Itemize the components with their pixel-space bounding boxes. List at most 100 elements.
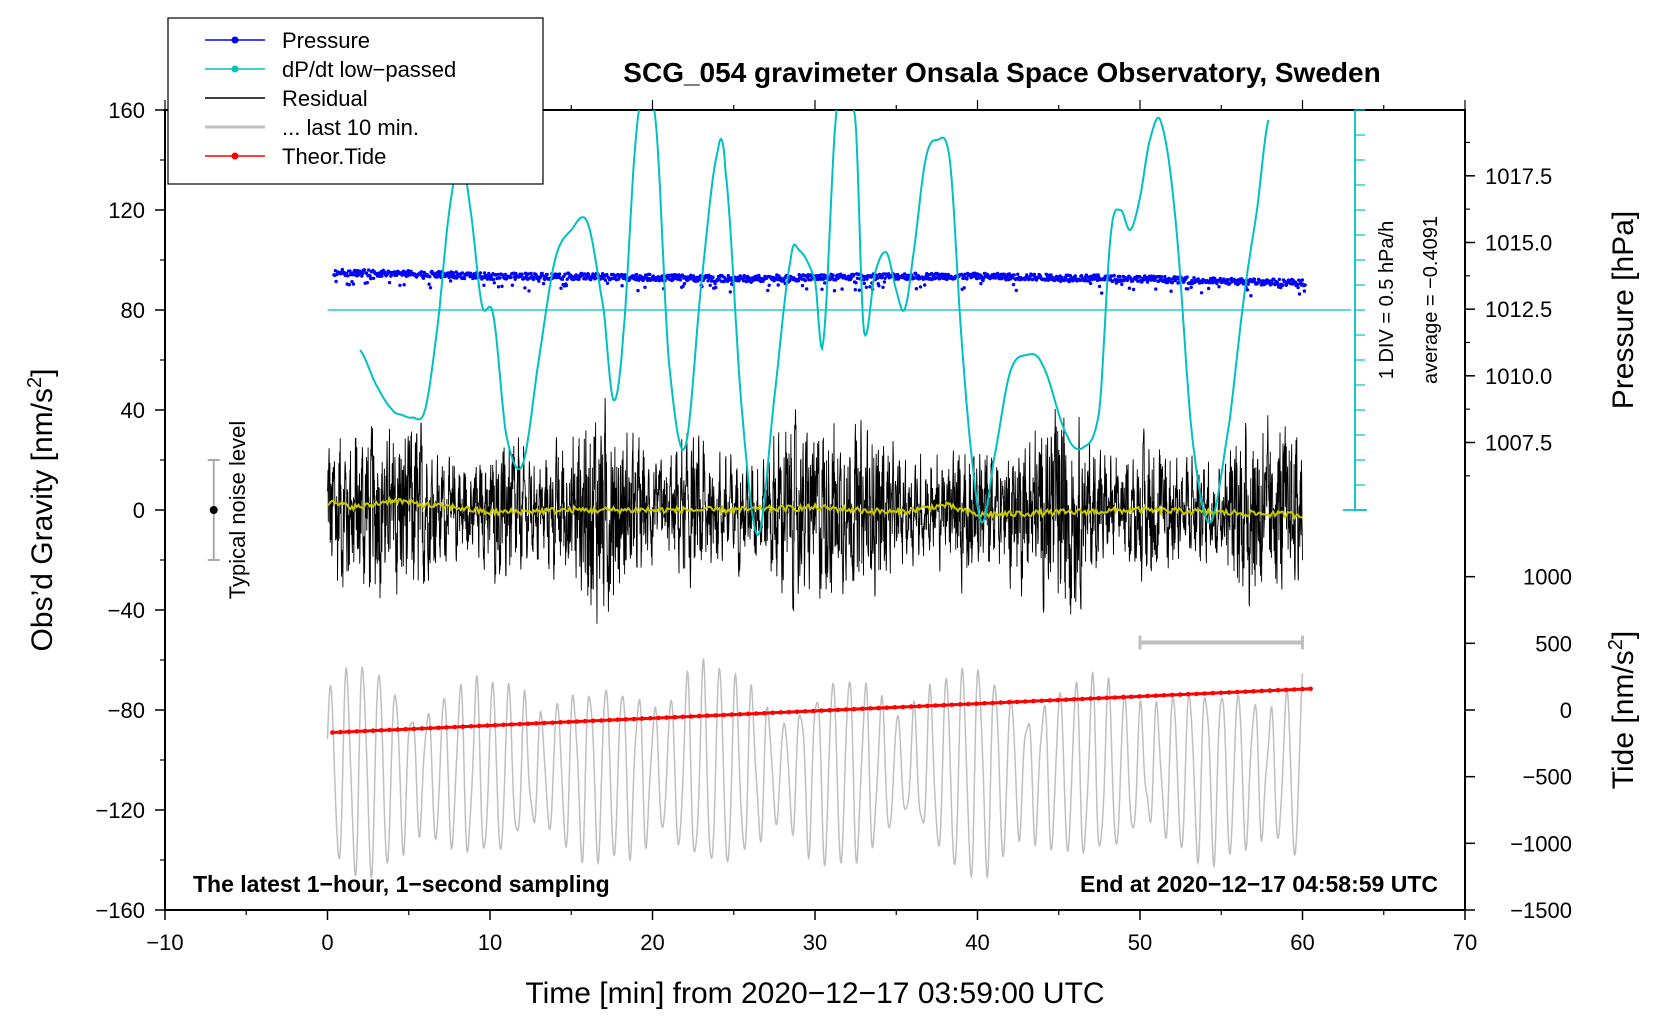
tide-point — [639, 716, 645, 721]
tide-point — [403, 726, 409, 732]
tide-point — [631, 716, 637, 722]
tide-point — [509, 722, 514, 727]
pressure-point — [543, 277, 547, 282]
pressure-point — [451, 271, 456, 275]
pressure-point — [478, 271, 483, 275]
pressure-point — [557, 272, 562, 276]
pressure-point — [510, 283, 515, 287]
pressure-point — [918, 285, 923, 289]
tide-axis-title-main: Tide [nm/s — [1607, 650, 1640, 789]
pressure-point — [437, 270, 441, 274]
pressure-point — [541, 274, 545, 278]
pressure-point — [819, 273, 823, 277]
tide-point — [851, 706, 857, 712]
pressure-point — [814, 274, 819, 278]
pressure-point — [943, 272, 948, 277]
y-axis-title-left-end: ] — [26, 369, 59, 377]
tide-point — [411, 726, 417, 732]
pressure-tick-label: 1012.5 — [1485, 297, 1552, 322]
pressure-point — [852, 272, 856, 277]
pressure-point — [529, 271, 533, 276]
pressure-point — [849, 276, 853, 281]
legend-swatch-marker — [231, 65, 239, 73]
tide-point — [436, 725, 441, 731]
tide-point — [990, 700, 995, 706]
pressure-point — [577, 277, 581, 281]
pressure-point — [1011, 282, 1016, 287]
pressure-point — [711, 275, 715, 279]
pressure-point — [563, 272, 567, 276]
residual-smoothed-line — [326, 495, 1303, 521]
tide-point — [346, 729, 352, 735]
pressure-point — [678, 278, 683, 282]
pressure-point — [1296, 285, 1300, 290]
pressure-point — [803, 278, 807, 283]
tide-point — [688, 714, 694, 719]
tide-point — [1202, 691, 1207, 696]
tide-point — [721, 712, 726, 718]
tide-point — [330, 730, 335, 735]
pressure-point — [882, 280, 887, 284]
tide-axis-title-sup: 2 — [1605, 639, 1627, 650]
pressure-point — [421, 276, 426, 280]
pressure-point — [1249, 294, 1253, 298]
tide-point — [558, 720, 563, 725]
tide-point — [941, 702, 947, 708]
y-tick-label: −80 — [108, 698, 145, 723]
tide-point — [1177, 692, 1183, 697]
pressure-point — [1125, 278, 1130, 283]
pressure-point — [1088, 281, 1093, 286]
pressure-point — [1004, 278, 1008, 282]
x-axis: −10 0 10 20 30 40 50 60 70 — [146, 100, 1477, 955]
pressure-point — [875, 273, 879, 278]
tide-point — [1218, 690, 1224, 696]
pressure-point — [1169, 289, 1173, 293]
pressure-point — [365, 281, 369, 285]
pressure-point — [864, 285, 869, 289]
tide-point — [908, 704, 914, 709]
tide-point — [1161, 693, 1167, 698]
pressure-point — [946, 272, 950, 277]
pressure-point — [1252, 277, 1257, 281]
tide-point — [1300, 686, 1305, 692]
tide-point — [1292, 687, 1297, 692]
x-tick-label: 30 — [803, 930, 827, 955]
pressure-point — [594, 276, 598, 280]
pressure-point — [757, 276, 762, 280]
tide-point — [949, 702, 955, 708]
pressure-point — [682, 281, 687, 286]
pressure-point — [708, 283, 712, 287]
pressure-point — [1228, 281, 1232, 285]
tide-point — [664, 715, 669, 720]
pressure-point — [914, 287, 919, 291]
pressure-point — [648, 272, 652, 277]
legend-label: ... last 10 min. — [282, 115, 419, 140]
tide-point — [868, 706, 873, 711]
tide-point — [517, 721, 523, 727]
y-tick-label: 40 — [121, 398, 145, 423]
pressure-axis-title: Pressure [hPa] — [1607, 211, 1640, 409]
pressure-point — [362, 268, 367, 272]
y-tick-label: 80 — [121, 298, 145, 323]
pressure-point — [857, 288, 862, 292]
tide-tick-label: 0 — [1560, 698, 1572, 723]
pressure-point — [513, 277, 517, 281]
pressure-point — [877, 284, 881, 288]
pressure-point — [587, 273, 591, 277]
tide-point — [884, 705, 889, 710]
pressure-point — [334, 279, 338, 284]
pressure-point — [1297, 292, 1302, 296]
pressure-point — [428, 275, 432, 279]
pressure-point — [1138, 275, 1142, 279]
pressure-point — [1189, 285, 1193, 289]
pressure-point — [603, 278, 608, 282]
pressure-point — [1068, 274, 1073, 278]
pressure-point — [680, 273, 685, 277]
tide-tick-label: −500 — [1522, 765, 1572, 790]
y-tick-label: −40 — [108, 598, 145, 623]
tide-point — [778, 710, 783, 715]
pressure-tick-label: 1015.0 — [1485, 231, 1552, 256]
y-tick-label: 120 — [108, 198, 145, 223]
pressure-point — [1281, 283, 1285, 287]
